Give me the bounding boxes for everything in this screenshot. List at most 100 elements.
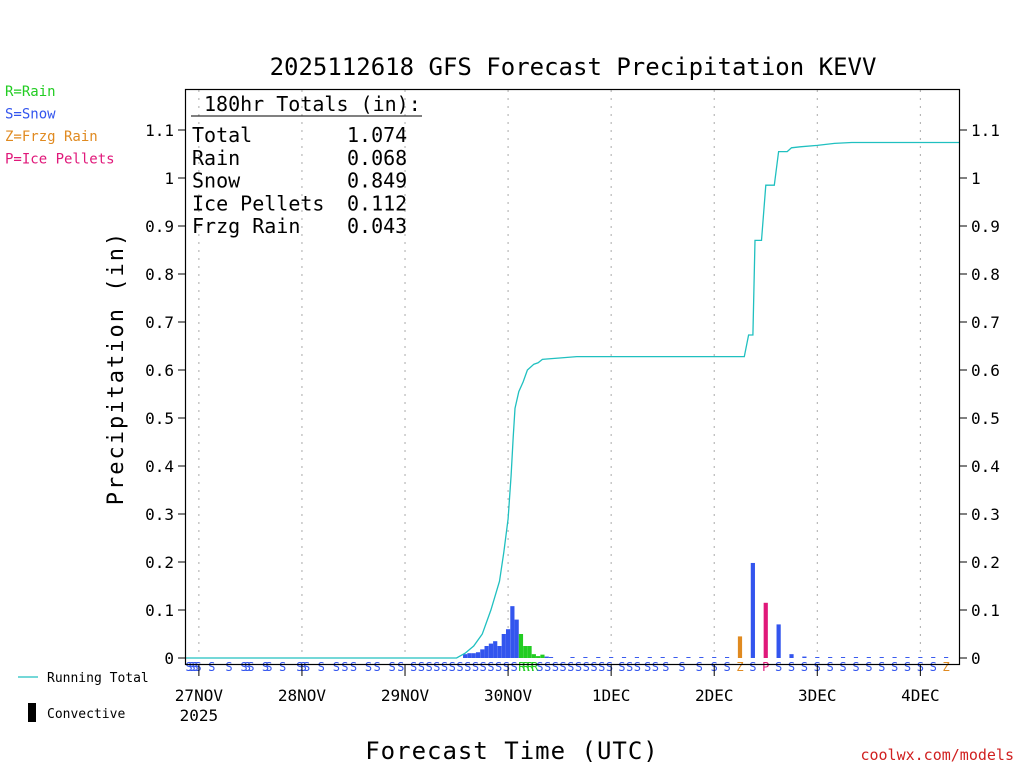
y-tick-label-right: 0.7: [971, 313, 1000, 332]
precip-bar: [523, 646, 528, 658]
ptype-marker: S: [839, 660, 846, 674]
ptype-marker: S: [590, 660, 597, 674]
totals-row-value: 0.068: [347, 146, 407, 170]
precip-bars: [463, 562, 949, 658]
ptype-marker: S: [389, 660, 396, 674]
ptype-marker: S: [827, 660, 834, 674]
y-axis-ticks: 0 0 0.1 0.1 0.2 0.2 0.3 0.3 0.4 0.4 0.5 0.5 0.6 0.6 0.…: [145, 121, 1000, 668]
ptype-marker: S: [801, 660, 808, 674]
ptype-marker: S: [652, 660, 659, 674]
y-tick-label-right: 0.3: [971, 505, 1000, 524]
running-total-legend-label: Running Total: [47, 671, 149, 686]
totals-header: 180hr Totals (in):: [204, 92, 421, 116]
ptype-marker: S: [373, 660, 380, 674]
y-tick-label-left: 0.7: [145, 313, 174, 332]
precip-bar: [686, 657, 691, 658]
totals-row-label: Ice Pellets: [192, 191, 324, 215]
ptype-marker: S: [904, 660, 911, 674]
ptype-marker: S: [464, 660, 471, 674]
ptype-marker: S: [775, 660, 782, 674]
ptype-marker: S: [265, 660, 272, 674]
x-axis-label: Forecast Time (UTC): [365, 737, 659, 765]
y-tick-label-right: 1: [971, 169, 981, 188]
vertical-gridlines: [198, 90, 921, 658]
ptype-marker: S: [878, 660, 885, 674]
ptype-marker: S: [480, 660, 487, 674]
ptype-marker: S: [472, 660, 479, 674]
type-legend-item: S=Snow: [5, 107, 56, 123]
precip-bar: [531, 654, 536, 658]
ptype-marker: S: [456, 660, 463, 674]
precip-bar: [647, 657, 652, 658]
y-tick-label-left: 0.4: [145, 457, 174, 476]
precip-bar: [570, 657, 575, 658]
ptype-marker: S: [433, 660, 440, 674]
precip-bar: [480, 649, 485, 658]
precip-bar: [471, 653, 476, 658]
y-tick-label-left: 0.5: [145, 409, 174, 428]
precip-bar: [944, 657, 949, 658]
ptype-marker: S: [441, 660, 448, 674]
ptype-marker: R: [527, 660, 535, 674]
precip-bar: [484, 646, 489, 658]
convective-swatch: [28, 703, 36, 722]
ptype-marker: S: [262, 660, 269, 674]
totals-row-label: Rain: [192, 146, 240, 170]
totals-row-value: 0.849: [347, 169, 407, 193]
precip-type-legend: R=Rain S=Snow Z=Frzg Rain P=Ice Pellets: [5, 84, 115, 168]
totals-row-label: Total: [192, 123, 252, 147]
precip-bar: [463, 654, 468, 658]
ptype-marker: S: [365, 660, 372, 674]
precip-bar: [737, 636, 743, 658]
y-tick-label-right: 0.1: [971, 601, 1000, 620]
ptype-marker: S: [583, 660, 590, 674]
ptype-marker: Z: [942, 660, 949, 674]
precip-bar: [634, 657, 640, 658]
precip-bar: [918, 657, 923, 658]
x-tick-label: 3DEC: [798, 686, 837, 705]
ptype-marker: S: [425, 660, 432, 674]
precip-bar: [475, 652, 481, 658]
ptype-marker: S: [300, 660, 307, 674]
ptype-marker: S: [634, 660, 641, 674]
ptype-marker: S: [418, 660, 425, 674]
ptype-marker: S: [188, 660, 195, 674]
precip-bar: [879, 657, 884, 658]
y-tick-label-right: 0: [971, 649, 981, 668]
ptype-marker: S: [678, 660, 685, 674]
precip-bar: [763, 602, 768, 658]
x-tick-label: 28NOV: [278, 686, 327, 705]
x-axis-ticks: 27NOV 28NOV 29NOV 30NOV 1DEC 2DEC 3DEC 4DEC 2025: [175, 664, 940, 725]
y-axis-label: Precipitation (in): [104, 231, 129, 505]
ptype-marker: S: [552, 660, 559, 674]
ptype-marker: S: [341, 660, 348, 674]
ptype-marker: S: [487, 660, 494, 674]
precip-bar: [699, 657, 704, 658]
precip-bar: [501, 634, 506, 658]
ptype-marker: S: [544, 660, 551, 674]
ptype-marker: S: [930, 660, 937, 674]
ptype-marker: S: [350, 660, 357, 674]
y-tick-label-right: 0.4: [971, 457, 1000, 476]
y-tick-label-left: 0.2: [145, 553, 174, 572]
ptype-marker: S: [303, 660, 310, 674]
precip-bar: [673, 657, 678, 658]
ptype-marker: S: [495, 660, 502, 674]
ptype-marker: S: [185, 660, 192, 674]
totals-row-label: Frzg Rain: [192, 214, 300, 238]
y-tick-label-left: 1.1: [145, 121, 174, 140]
chart-title: 2025112618 GFS Forecast Precipitation KE…: [270, 53, 877, 81]
ptype-marker: S: [208, 660, 215, 674]
precip-bar: [892, 657, 897, 658]
x-tick-label: 4DEC: [901, 686, 940, 705]
precip-bar: [609, 657, 614, 658]
precip-bar: [866, 657, 871, 658]
running-total-line: [186, 141, 959, 659]
ptype-marker: S: [567, 660, 574, 674]
precip-bar: [660, 657, 665, 658]
precip-bar: [548, 657, 554, 658]
precip-bar: [840, 657, 846, 658]
ptype-marker: S: [852, 660, 859, 674]
ptype-marker: S: [788, 660, 795, 674]
